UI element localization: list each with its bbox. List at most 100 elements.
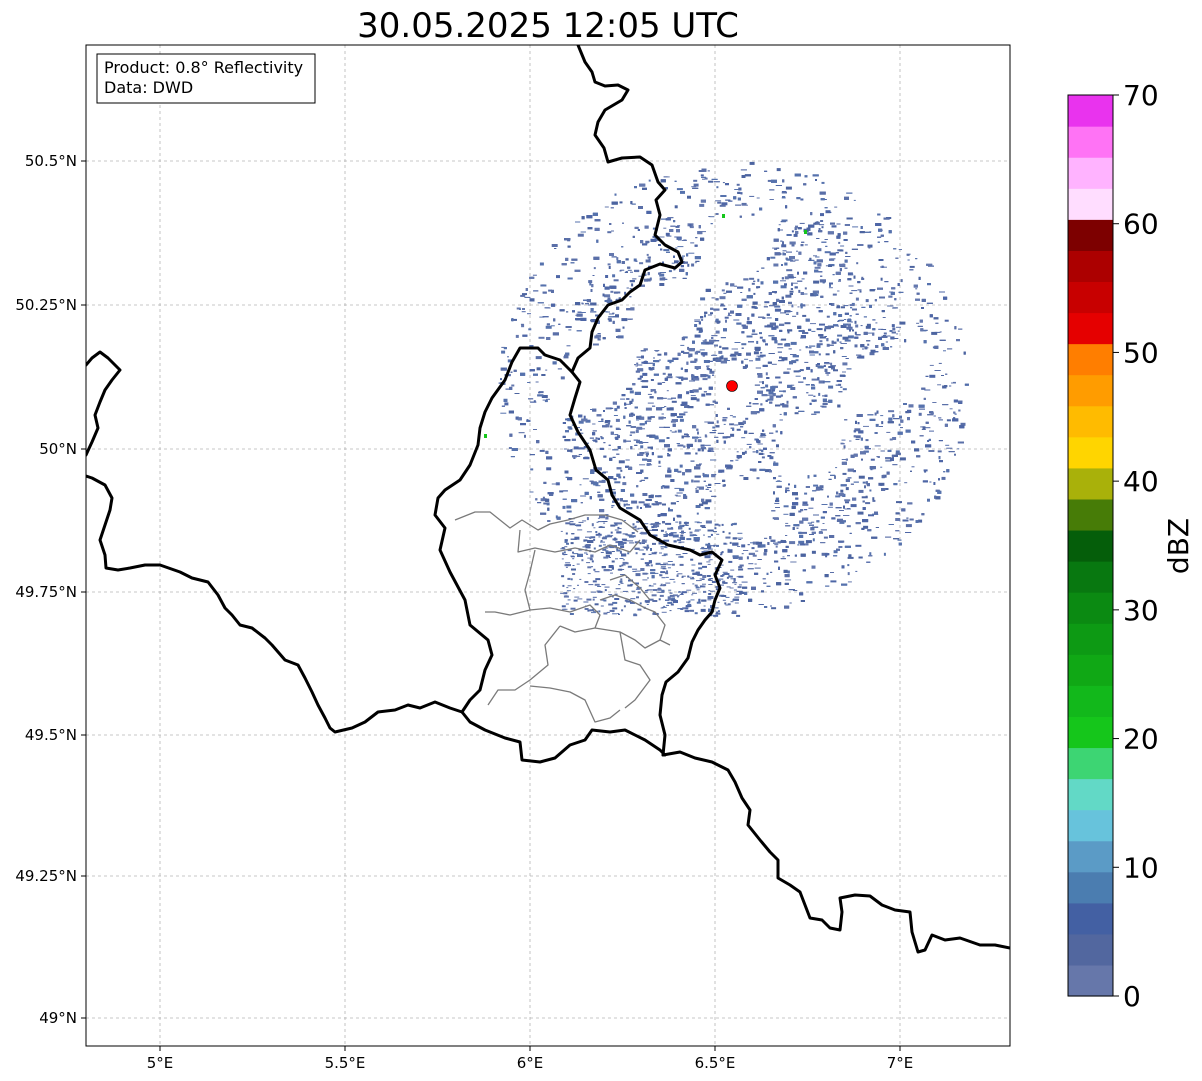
- echo-cell: [843, 305, 849, 307]
- echo-cell: [718, 469, 725, 473]
- echo-cell: [520, 423, 526, 426]
- echo-cell: [792, 396, 797, 399]
- echo-cell: [949, 385, 952, 387]
- echo-cell: [639, 464, 646, 466]
- echo-cell: [667, 527, 674, 530]
- echo-cell: [608, 565, 614, 568]
- echo-cell: [735, 593, 742, 595]
- echo-cell: [941, 375, 944, 376]
- echo-cell: [802, 569, 806, 572]
- echo-cell: [665, 572, 669, 575]
- echo-cell: [784, 322, 791, 325]
- echo-cell: [597, 491, 601, 493]
- echo-cell: [862, 500, 865, 503]
- echo-cell: [569, 521, 574, 523]
- echo-cell: [782, 390, 786, 393]
- echo-cell: [842, 472, 847, 475]
- echo-cell: [925, 421, 929, 424]
- echo-cell: [679, 521, 682, 525]
- echo-cell: [730, 310, 734, 314]
- echo-cell: [676, 229, 680, 233]
- echo-cell: [720, 195, 727, 197]
- echo-cell: [663, 426, 670, 428]
- echo-cell: [839, 520, 845, 524]
- echo-cell: [816, 221, 819, 223]
- echo-cell: [812, 290, 819, 294]
- echo-cell: [763, 447, 767, 450]
- echo-cell: [816, 328, 823, 331]
- echo-cell: [841, 565, 845, 569]
- echo-cell: [752, 554, 757, 557]
- echo-cell: [693, 179, 698, 182]
- echo-cell: [829, 258, 835, 261]
- echo-cell: [892, 327, 896, 331]
- echo-cell: [916, 322, 920, 324]
- echo-cell: [659, 426, 666, 428]
- echo-cell: [854, 344, 858, 348]
- echo-cell: [733, 578, 736, 582]
- echo-cell: [716, 420, 719, 424]
- echo-cell: [928, 265, 934, 267]
- echo-cell: [865, 495, 868, 498]
- echo-cell: [701, 231, 706, 233]
- echo-cell: [814, 221, 820, 225]
- echo-cell: [723, 357, 728, 361]
- echo-cell: [783, 253, 786, 256]
- echo-cell: [675, 495, 681, 497]
- echo-cell: [634, 364, 637, 366]
- echo-cell: [755, 357, 761, 361]
- echo-cell: [855, 324, 859, 328]
- echo-cell: [665, 474, 672, 478]
- echo-cell: [842, 362, 848, 366]
- echo-cell: [663, 417, 666, 419]
- echo-cell: [767, 398, 774, 401]
- echo-cell: [625, 465, 630, 468]
- echo-cell: [830, 365, 836, 367]
- echo-cell: [780, 240, 783, 242]
- echo-cell: [811, 550, 816, 554]
- echo-cell: [805, 318, 810, 322]
- echo-cell: [860, 451, 866, 455]
- echo-cell: [741, 581, 748, 583]
- echo-cell: [759, 336, 763, 339]
- echo-cell: [684, 452, 691, 455]
- echo-cell: [846, 217, 853, 220]
- echo-cell: [586, 517, 589, 521]
- echo-cell: [675, 225, 680, 228]
- echo-cell: [661, 218, 666, 220]
- echo-cell: [882, 317, 886, 318]
- echo-cell: [615, 314, 619, 318]
- echo-cell: [610, 431, 614, 435]
- echo-cell: [632, 523, 635, 526]
- echo-cell: [667, 398, 673, 400]
- echo-cell: [791, 230, 794, 233]
- echo-cell: [668, 270, 672, 273]
- echo-cell: [603, 283, 605, 287]
- echo-cell: [715, 298, 719, 301]
- echo-cell: [836, 223, 841, 225]
- echo-cell: [792, 315, 797, 317]
- echo-cell: [920, 328, 924, 332]
- echo-cell: [597, 517, 600, 519]
- echo-cell: [799, 222, 805, 224]
- echo-cell: [888, 230, 892, 234]
- echo-cell: [700, 444, 705, 447]
- echo-cell: [592, 343, 599, 346]
- echo-cell: [647, 362, 653, 364]
- echo-cell: [915, 288, 918, 290]
- echo-cell: [734, 285, 737, 287]
- echo-cell: [566, 345, 571, 347]
- echo-cell: [529, 276, 535, 279]
- echo-cell: [678, 526, 683, 530]
- echo-cell: [800, 292, 804, 295]
- echo-cell: [695, 452, 698, 455]
- echo-cell: [611, 491, 616, 495]
- echo-cell: [851, 248, 858, 250]
- echo-cell: [920, 426, 925, 428]
- echo-cell: [835, 467, 838, 469]
- echo-cell: [862, 481, 866, 484]
- echo-cell: [948, 451, 955, 453]
- echo-cell: [612, 401, 617, 405]
- echo-cell: [780, 280, 786, 282]
- echo-cell: [545, 450, 549, 454]
